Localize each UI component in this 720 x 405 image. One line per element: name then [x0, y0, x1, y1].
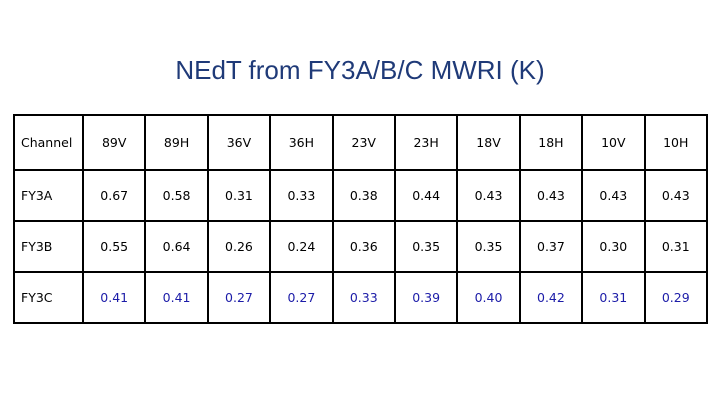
cell-fy3c-36v: 0.27 — [206, 271, 272, 324]
cell-fy3c-10h: 0.29 — [643, 271, 709, 324]
cell-fy3b-89v: 0.55 — [81, 220, 147, 273]
header-cell-36v: 36V — [206, 114, 272, 171]
table-header-row: Channel 89V 89H 36V 36H 23V 23H 18V 18H … — [13, 114, 709, 171]
cell-fy3c-18h: 0.42 — [518, 271, 584, 324]
header-cell-10v: 10V — [581, 114, 646, 171]
cell-fy3a-89v: 0.67 — [81, 169, 147, 222]
cell-fy3b-23h: 0.35 — [393, 220, 459, 273]
row-label-fy3c: FY3C — [13, 271, 84, 324]
table-row-fy3b: FY3B 0.55 0.64 0.26 0.24 0.36 0.35 0.35 … — [13, 220, 709, 273]
header-cell-23v: 23V — [331, 114, 396, 171]
header-cell-23h: 23H — [393, 114, 459, 171]
cell-fy3a-23h: 0.44 — [393, 169, 459, 222]
table-row-fy3c: FY3C 0.41 0.41 0.27 0.27 0.33 0.39 0.40 … — [13, 271, 709, 324]
cell-fy3c-18v: 0.40 — [456, 271, 521, 324]
cell-fy3a-10v: 0.43 — [581, 169, 646, 222]
cell-fy3a-89h: 0.58 — [144, 169, 209, 222]
cell-fy3c-89v: 0.41 — [81, 271, 147, 324]
header-cell-36h: 36H — [269, 114, 334, 171]
cell-fy3b-18h: 0.37 — [518, 220, 584, 273]
nedt-table-container: Channel 89V 89H 36V 36H 23V 23H 18V 18H … — [13, 114, 709, 324]
cell-fy3a-36v: 0.31 — [206, 169, 272, 222]
nedt-table: Channel 89V 89H 36V 36H 23V 23H 18V 18H … — [13, 114, 709, 324]
header-cell-18h: 18H — [518, 114, 584, 171]
cell-fy3b-23v: 0.36 — [331, 220, 396, 273]
cell-fy3b-10h: 0.31 — [643, 220, 709, 273]
cell-fy3c-10v: 0.31 — [581, 271, 646, 324]
cell-fy3a-18h: 0.43 — [518, 169, 584, 222]
cell-fy3b-36h: 0.24 — [269, 220, 334, 273]
header-cell-89v: 89V — [81, 114, 147, 171]
table-row-fy3a: FY3A 0.67 0.58 0.31 0.33 0.38 0.44 0.43 … — [13, 169, 709, 222]
cell-fy3c-23v: 0.33 — [331, 271, 396, 324]
row-label-fy3b: FY3B — [13, 220, 84, 273]
cell-fy3a-23v: 0.38 — [331, 169, 396, 222]
slide-title: NEdT from FY3A/B/C MWRI (K) — [175, 55, 545, 85]
cell-fy3c-89h: 0.41 — [144, 271, 209, 324]
cell-fy3a-10h: 0.43 — [643, 169, 709, 222]
header-cell-18v: 18V — [456, 114, 521, 171]
cell-fy3a-36h: 0.33 — [269, 169, 334, 222]
header-cell-89h: 89H — [144, 114, 209, 171]
cell-fy3b-89h: 0.64 — [144, 220, 209, 273]
header-cell-channel: Channel — [13, 114, 84, 171]
cell-fy3c-36h: 0.27 — [269, 271, 334, 324]
header-cell-10h: 10H — [643, 114, 709, 171]
cell-fy3c-23h: 0.39 — [393, 271, 459, 324]
cell-fy3b-10v: 0.30 — [581, 220, 646, 273]
row-label-fy3a: FY3A — [13, 169, 84, 222]
cell-fy3b-36v: 0.26 — [206, 220, 272, 273]
cell-fy3a-18v: 0.43 — [456, 169, 521, 222]
cell-fy3b-18v: 0.35 — [456, 220, 521, 273]
